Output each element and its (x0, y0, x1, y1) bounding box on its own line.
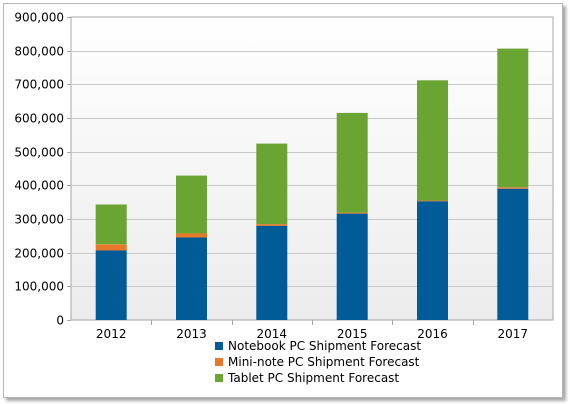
y-tick-label: 700,000 (14, 78, 64, 92)
bar-segment-tablet (336, 112, 368, 213)
bar-segment-mini-note (176, 233, 207, 238)
legend-label: Tablet PC Shipment Forecast (227, 371, 399, 385)
y-tick-label: 400,000 (14, 179, 64, 193)
x-tick-label: 2014 (257, 327, 288, 341)
bar-segment-notebook (417, 201, 448, 320)
legend-swatch (215, 374, 223, 382)
y-tick-label: 200,000 (14, 247, 64, 261)
legend-label: Mini-note PC Shipment Forecast (228, 355, 420, 369)
bar-segment-notebook (176, 237, 207, 320)
y-tick-label: 500,000 (14, 146, 64, 160)
y-tick-label: 800,000 (14, 45, 64, 59)
bar-segment-notebook (95, 250, 127, 320)
y-tick-label: 300,000 (14, 213, 64, 227)
bar-segment-mini-note (256, 224, 288, 226)
bar-segment-tablet (95, 204, 127, 245)
legend-swatch (215, 342, 223, 350)
bar-segment-notebook (497, 188, 529, 320)
bars (95, 48, 529, 320)
bar-segment-notebook (336, 213, 368, 320)
stacked-bar-chart: 0 100,000 200,000 300,000 400,000 500,000 600,… (14, 11, 554, 385)
bar-segment-tablet (497, 48, 529, 188)
x-tick-label: 2016 (417, 327, 448, 341)
y-tick-label: 600,000 (14, 112, 64, 126)
bar-segment-mini-note (497, 187, 529, 189)
y-tick-label: 0 (56, 314, 64, 328)
legend: Notebook PC Shipment Forecast Mini-note P… (215, 339, 421, 385)
bar-segment-mini-note (336, 212, 368, 214)
plot-area (70, 16, 554, 321)
bar-segment-notebook (256, 225, 288, 320)
y-axis-labels: 0 100,000 200,000 300,000 400,000 500,000 600,… (14, 11, 64, 328)
bar-segment-mini-note (417, 200, 448, 202)
bar-segment-tablet (176, 175, 207, 234)
y-tick-label: 900,000 (14, 11, 64, 25)
bar-segment-tablet (417, 80, 448, 201)
x-tick-label: 2013 (176, 327, 207, 341)
legend-label: Notebook PC Shipment Forecast (228, 339, 421, 353)
x-axis-labels: 2012 2013 2014 2015 2016 2017 (96, 320, 528, 341)
bar-segment-mini-note (95, 244, 127, 251)
gridlines (67, 17, 553, 321)
x-tick-label: 2012 (96, 327, 127, 341)
legend-swatch (215, 358, 223, 366)
chart-frame: 0 100,000 200,000 300,000 400,000 500,000 600,… (3, 3, 563, 398)
bar-segment-tablet (256, 143, 288, 225)
y-tick-label: 100,000 (14, 280, 64, 294)
x-tick-label: 2017 (498, 327, 529, 341)
x-tick-label: 2015 (337, 327, 368, 341)
